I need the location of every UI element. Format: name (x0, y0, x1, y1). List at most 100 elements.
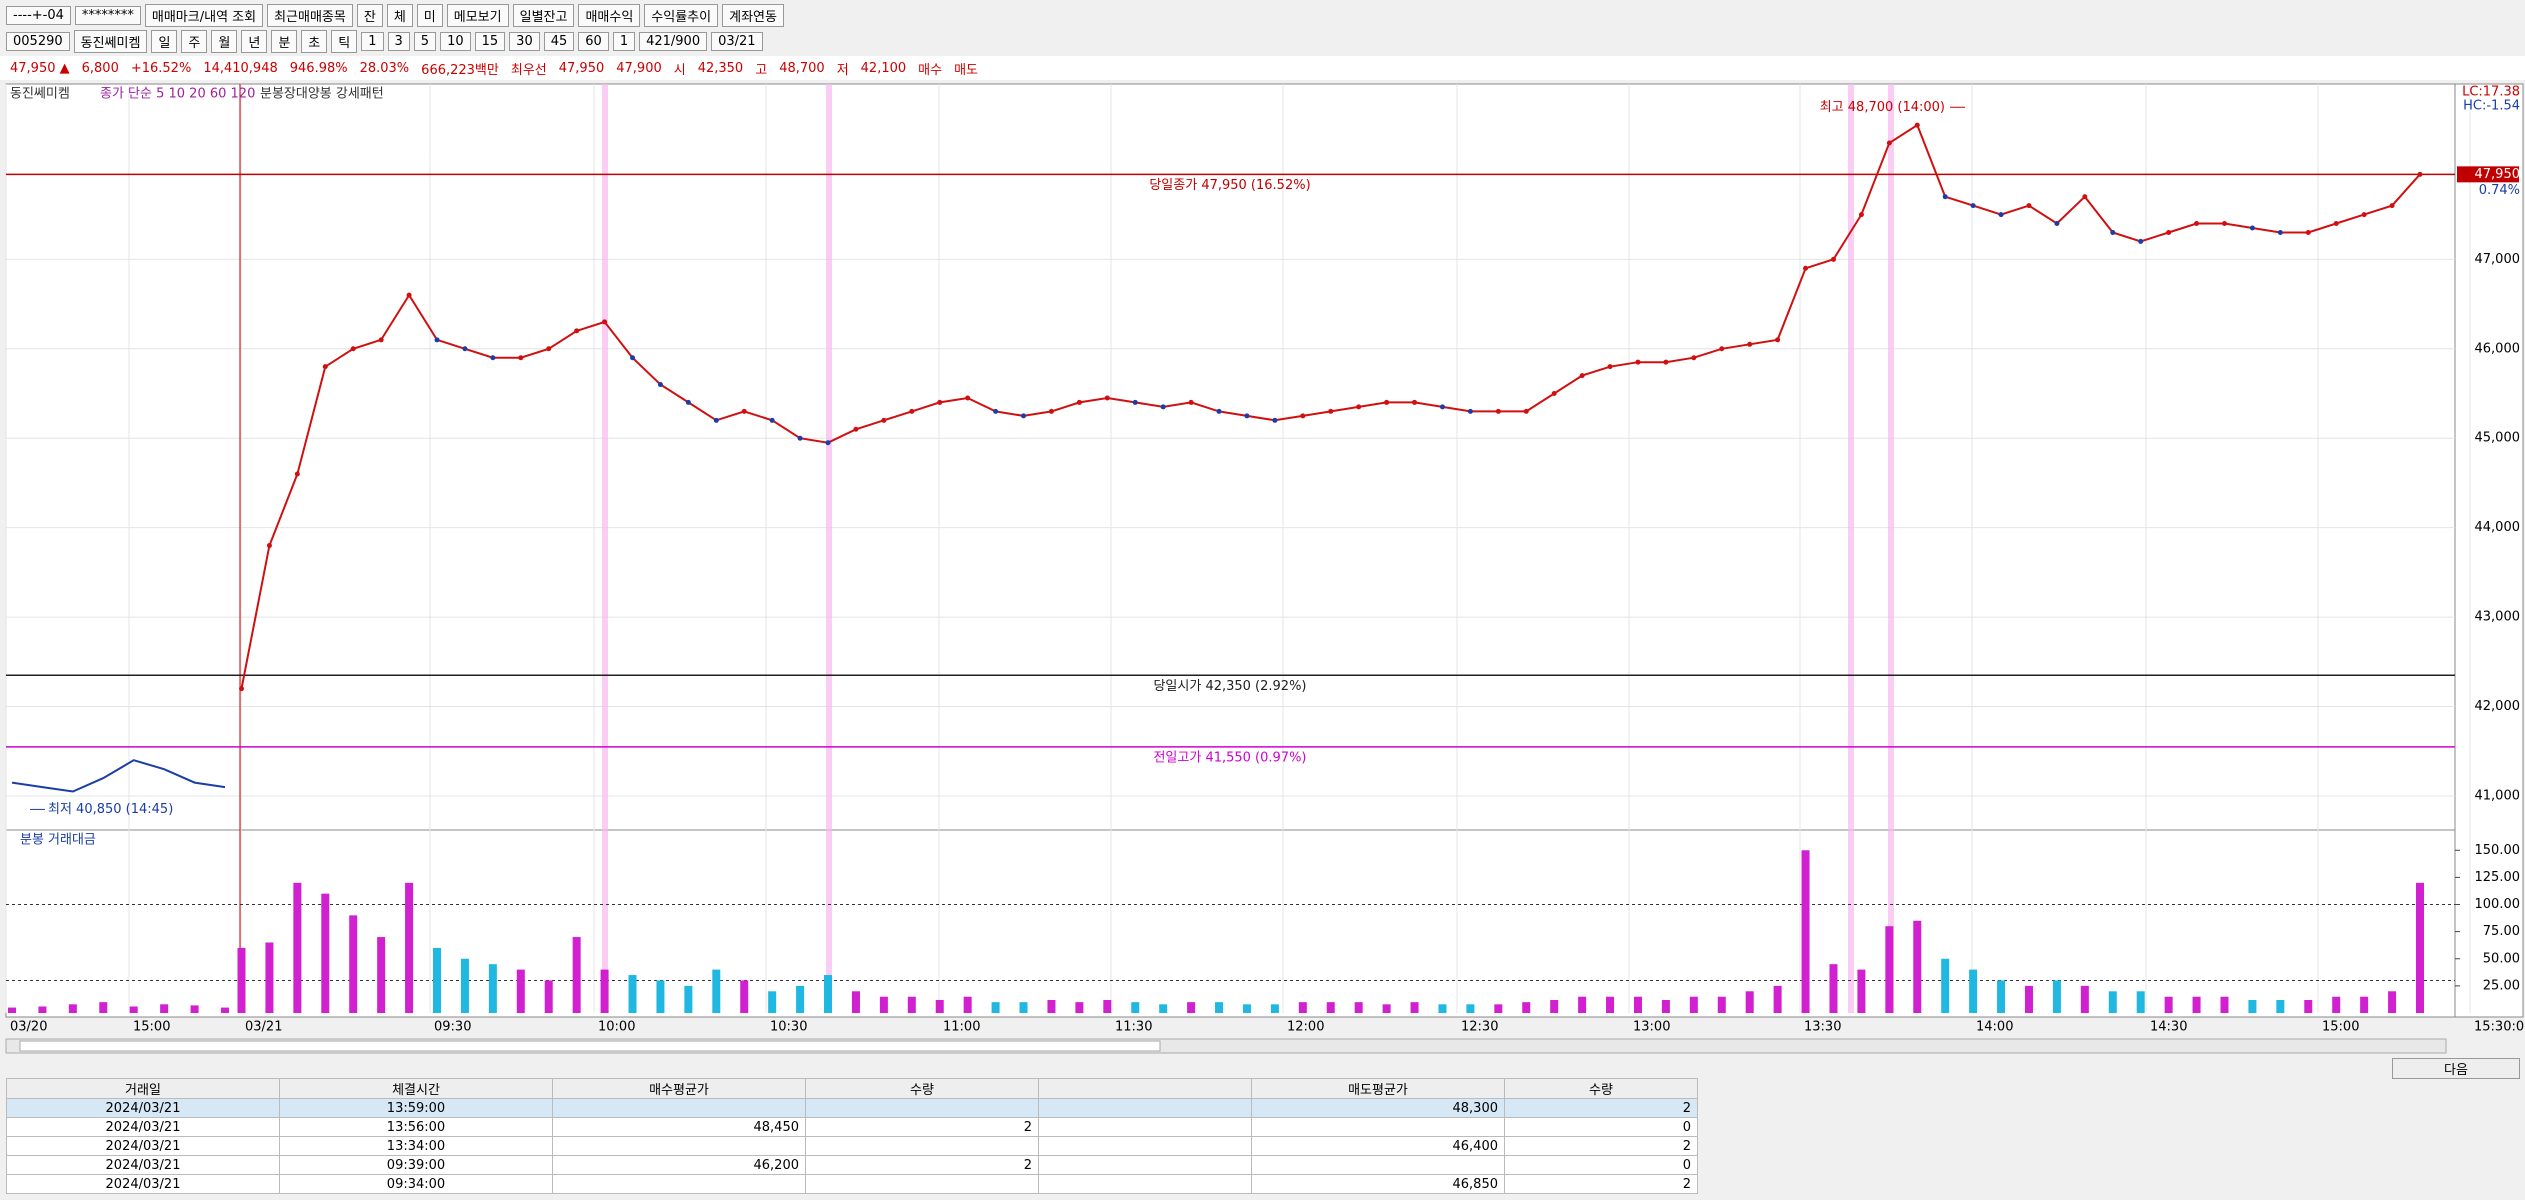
table-cell: 2 (805, 1155, 1039, 1175)
toolbar-button[interactable]: 미 (416, 3, 443, 27)
toolbar-button[interactable]: 틱 (331, 29, 358, 53)
volume-bar (1969, 969, 1978, 1013)
table-cell: 2024/03/21 (6, 1117, 280, 1137)
toolbar-button[interactable]: ******** (74, 5, 141, 25)
table-cell: 2 (1504, 1098, 1698, 1118)
toolbar-button[interactable]: 1 (361, 31, 384, 51)
table-cell: 2 (1504, 1136, 1698, 1156)
price-point (2417, 171, 2423, 177)
toolbar-button[interactable]: 10 (440, 31, 471, 51)
scroll-thumb (19, 1040, 1161, 1052)
table-row[interactable]: 2024/03/21 13:34:00 46,400 2 (6, 1136, 1698, 1156)
price-point (713, 417, 719, 423)
x-tick-label: 09:30 (434, 1020, 471, 1035)
toolbar-button[interactable]: 1 (612, 31, 636, 51)
info-field: 946.98% (289, 60, 348, 76)
volume-bar (349, 915, 358, 1013)
x-tick-label: 10:00 (598, 1020, 635, 1035)
toolbar-button[interactable]: 매매마크/내역 조회 (144, 3, 264, 27)
price-point (1244, 413, 1250, 419)
x-tick-label: 13:00 (1633, 1020, 1670, 1035)
volume-bar (1522, 1002, 1531, 1013)
toolbar-button[interactable]: 메모보기 (446, 3, 509, 27)
volume-bar (221, 1007, 229, 1013)
toolbar-button[interactable]: 005290 (6, 31, 70, 51)
table-row[interactable]: 2024/03/21 09:34:00 46,850 2 (6, 1174, 1698, 1194)
table-cell (552, 1098, 806, 1118)
toolbar-button[interactable]: 일별잔고 (512, 3, 575, 27)
volume-bar (2248, 999, 2257, 1013)
toolbar-button[interactable]: 초 (301, 29, 328, 53)
info-field: 28.03% (359, 60, 410, 76)
toolbar-button[interactable]: 체 (386, 3, 413, 27)
price-line-prev (11, 759, 226, 793)
x-tick-label: 11:00 (943, 1020, 980, 1035)
price-point (1160, 404, 1166, 410)
toolbar-button[interactable]: 매매수익 (578, 3, 641, 27)
volume-bar (1410, 1002, 1419, 1013)
toolbar-button[interactable]: 년 (241, 29, 268, 53)
toolbar-button[interactable]: 45 (543, 31, 575, 51)
toolbar-button[interactable]: 421/900 (639, 31, 708, 51)
volume-bar (1913, 920, 1922, 1013)
volume-bar (237, 947, 246, 1013)
toolbar-button[interactable]: 일 (151, 29, 178, 53)
price-point (2305, 229, 2311, 235)
volume-bar (99, 1002, 108, 1013)
legend-text: 종가 단순 5 10 20 60 120 (100, 87, 255, 102)
volume-bar (1885, 926, 1894, 1013)
toolbar-button[interactable]: 5 (413, 31, 437, 51)
table-row[interactable]: 2024/03/21 13:59:00 48,300 2 (6, 1098, 1698, 1118)
y-tick-label: 41,000 (2475, 789, 2521, 804)
info-field: 666,223백만 (421, 62, 499, 78)
price-point (1998, 212, 2004, 218)
price-point (1216, 408, 1222, 414)
volume-bar (1103, 999, 1112, 1013)
volume-bar (68, 1004, 77, 1013)
toolbar-button[interactable]: 30 (509, 31, 540, 51)
table-cell (805, 1136, 1039, 1156)
table-row[interactable]: 2024/03/21 09:39:00 46,200 2 0 (6, 1155, 1698, 1175)
table-cell: 13:56:00 (279, 1117, 553, 1137)
y-tick-label: 44,000 (2475, 520, 2521, 535)
toolbar-button[interactable]: 분 (271, 29, 298, 53)
volume-bar (684, 985, 693, 1013)
volume-bar (516, 969, 525, 1013)
next-button[interactable]: 다음 (2392, 1058, 2520, 1079)
toolbar-button[interactable]: 03/21 (711, 31, 763, 51)
toolbar-button[interactable]: 수익률추이 (644, 3, 719, 27)
reference-label: 당일시가 42,350 (2.92%) (1153, 679, 1306, 694)
price-panel (5, 83, 2456, 831)
x-tick-label: 15:00 (133, 1020, 170, 1035)
toolbar-button[interactable]: ----+-04 (6, 5, 71, 25)
toolbar-button[interactable]: 주 (181, 29, 208, 53)
trade-table: 거래일 체결시간 매수평균가 수량 매도평균가 수량 2024/03/21 13:59:00 4… (6, 1078, 1698, 1194)
trade-marker (1848, 84, 1854, 1013)
volume-bar (1689, 996, 1698, 1013)
toolbar-button[interactable]: 60 (578, 31, 609, 51)
info-field: 매도 (954, 62, 978, 78)
toolbar-button[interactable]: 3 (387, 31, 410, 51)
price-point (2026, 203, 2032, 209)
volume-bar (991, 1002, 1000, 1013)
toolbar-button[interactable]: 최근매매종목 (267, 3, 353, 27)
toolbar-button[interactable]: 15 (474, 31, 506, 51)
toolbar-button[interactable]: 잔 (356, 3, 383, 27)
toolbar-button[interactable]: 계좌연동 (722, 3, 784, 27)
toolbar-row1: ----+-04 ******** 매매마크/내역 조회 최근매매종목 잔 체 미 메모보기 일… (0, 2, 2525, 28)
legend-text: 분봉장대양봉 강세패턴 (260, 87, 384, 102)
price-point (2389, 203, 2395, 209)
table-row[interactable]: 2024/03/21 13:56:00 48,450 2 0 (6, 1117, 1698, 1137)
y-tick-label: 42,000 (2475, 699, 2521, 714)
table-cell: 09:39:00 (279, 1155, 553, 1175)
volume-panel (5, 829, 2456, 1018)
volume-bar (2052, 980, 2061, 1013)
toolbar-button[interactable]: 월 (211, 29, 238, 53)
y-tick-label: 45,000 (2475, 431, 2521, 446)
toolbar-button[interactable]: 동진쎄미켐 (73, 29, 148, 53)
volume-bar (1326, 1002, 1335, 1013)
price-point (685, 399, 691, 405)
volume-bar (2080, 985, 2089, 1013)
volume-bar (2332, 996, 2341, 1013)
y-tick-label: 46,000 (2475, 341, 2521, 356)
